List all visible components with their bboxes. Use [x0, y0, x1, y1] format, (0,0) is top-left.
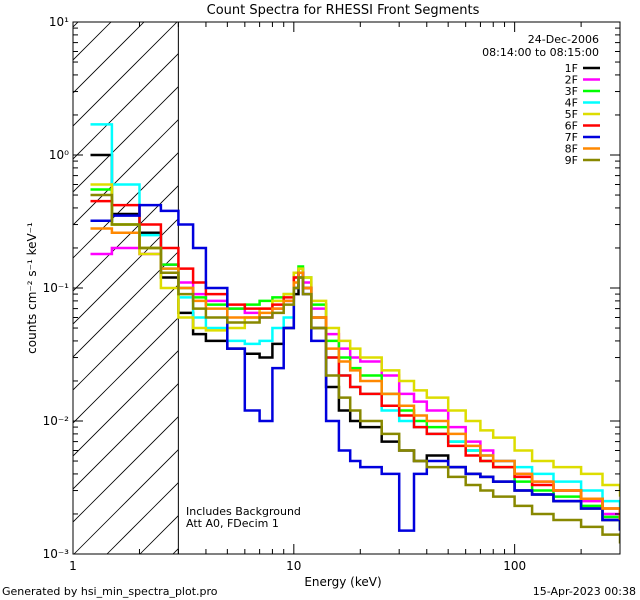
- y-tick-label: 10⁻¹: [43, 281, 70, 295]
- hatch-line: [73, 350, 179, 457]
- x-tick-label: 10: [286, 559, 301, 573]
- legend-label-5f: 5F: [565, 108, 578, 121]
- hatch-line: [73, 284, 179, 391]
- series-line-6f: [90, 199, 620, 520]
- series-line-9f: [90, 193, 620, 544]
- annotation-background: Includes Background: [186, 505, 301, 518]
- hatch-line: [73, 383, 179, 490]
- series-line-4f: [90, 123, 620, 514]
- legend-label-2f: 2F: [565, 74, 578, 87]
- x-axis-label: Energy (keV): [304, 575, 381, 589]
- hatch-line: [73, 185, 179, 292]
- legend-label-7f: 7F: [565, 131, 578, 144]
- hatch-line: [73, 22, 112, 61]
- series-line-5f: [90, 183, 620, 497]
- legend-label-1f: 1F: [565, 62, 578, 75]
- hatch-line: [73, 22, 178, 127]
- hatch-line: [73, 53, 179, 160]
- legend-label-4f: 4F: [565, 97, 578, 110]
- y-tick-label: 10⁻³: [43, 547, 70, 561]
- hatch-line: [73, 251, 179, 358]
- hatch-line: [73, 119, 179, 226]
- legend-label-9f: 9F: [565, 154, 578, 167]
- time-range-label: 08:14:00 to 08:15:00: [482, 46, 599, 59]
- chart-title: Count Spectra for RHESSI Front Segments: [207, 3, 480, 18]
- hatch-line: [106, 482, 179, 554]
- legend-label-8f: 8F: [565, 143, 578, 156]
- legend-label-6f: 6F: [565, 120, 578, 133]
- hatch-line: [73, 218, 179, 325]
- hatch-line: [73, 22, 79, 28]
- hatch-line: [73, 86, 179, 193]
- annotation-attenuator: Att A0, FDecim 1: [186, 517, 279, 530]
- timestamp-label: 15-Apr-2023 00:38: [532, 585, 636, 598]
- generated-by-label: Generated by hsi_min_spectra_plot.pro: [2, 585, 218, 598]
- date-label: 24-Dec-2006: [528, 33, 599, 46]
- series-line-8f: [90, 227, 620, 520]
- hatch-line: [73, 22, 145, 94]
- y-tick-label: 10⁰: [49, 148, 69, 162]
- x-tick-label: 100: [503, 559, 526, 573]
- legend-label-3f: 3F: [565, 85, 578, 98]
- hatch-line: [73, 449, 179, 554]
- y-axis-label: counts cm⁻² s⁻¹ keV⁻¹: [25, 222, 39, 354]
- series-line-7f: [90, 203, 620, 532]
- y-tick-label: 10¹: [49, 15, 69, 29]
- hatched-region: [73, 22, 179, 554]
- x-tick-label: 1: [69, 559, 77, 573]
- hatch-line: [73, 416, 179, 523]
- y-tick-label: 10⁻²: [43, 414, 70, 428]
